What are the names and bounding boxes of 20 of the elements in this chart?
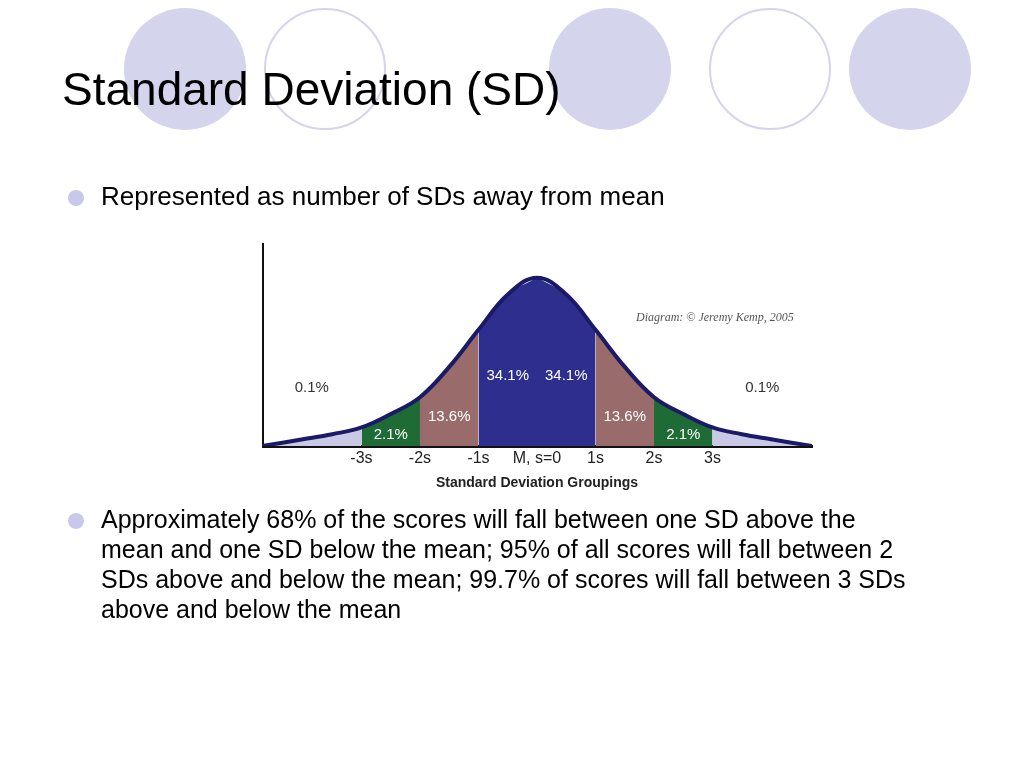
x-tick-label: 3s [704, 449, 721, 467]
x-tick-label: -1s [467, 449, 490, 467]
x-tick-label: 1s [587, 449, 604, 467]
annotation: Diagram: © Jeremy Kemp, 2005 [636, 310, 794, 325]
x-axis-title: Standard Deviation Groupings [435, 474, 639, 491]
annotation: 34.1% [544, 366, 588, 384]
x-tick-label: -3s [350, 449, 373, 467]
text: Approximately 68% of the scores will fall between one SD above the mean and one SD below the mean; 95% of all scores will fall between 2 SDs above and below the mean; 99.7% of scores will fall between 3 SDs above and below the mean [101, 504, 907, 624]
annotation: 0.1% [294, 377, 329, 395]
annotation: 2.1% [373, 425, 408, 443]
annotation: 2.1% [666, 425, 701, 443]
annotation: 13.6% [603, 406, 647, 424]
chart-title: Standard Deviation (SD) [62, 62, 561, 116]
x-tick-label: 2s [645, 449, 663, 467]
annotation: 0.1% [745, 377, 780, 395]
chart-subtitle: Represented as number of SDs away from mean [101, 181, 665, 212]
annotation: 34.1% [486, 366, 530, 384]
x-tick-label: -2s [408, 449, 432, 467]
x-tick-label: M, s=0 [512, 449, 562, 467]
annotation: 13.6% [427, 406, 471, 424]
